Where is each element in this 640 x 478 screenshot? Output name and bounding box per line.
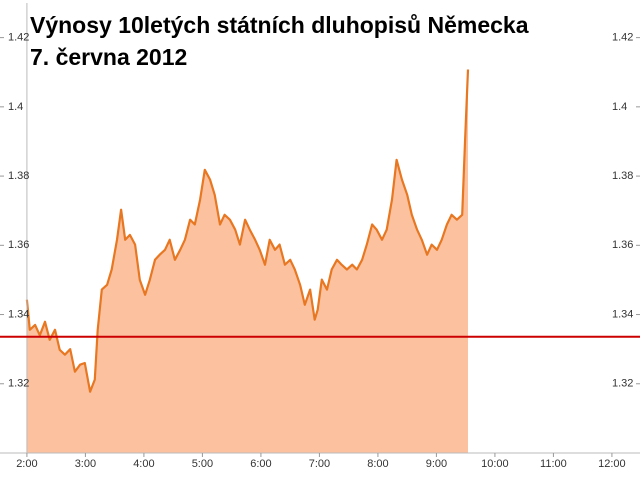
y-tick-label-right: 1.38: [612, 170, 633, 182]
x-tick-label: 12:00: [598, 458, 626, 470]
x-tick-label: 4:00: [133, 458, 154, 470]
x-tick-label: 3:00: [75, 458, 96, 470]
y-tick-label-right: 1.32: [612, 378, 633, 390]
y-tick-label: 1.32: [8, 378, 29, 390]
x-tick-label: 8:00: [367, 458, 388, 470]
y-tick-label-right: 1.42: [612, 32, 633, 44]
area-fill: [26, 69, 469, 453]
y-tick-label-right: 1.34: [612, 308, 633, 320]
plot-area: 1.32 1.32 1.34 1.34 1.36 1.36 1.38 1.38 1.4 1.4 1.…: [0, 3, 640, 470]
x-tick-label: 11:00: [540, 458, 567, 470]
chart-title: 7. června 2012: [30, 44, 187, 70]
y-tick-label: 1.4: [8, 101, 23, 113]
y-tick-label-right: 1.4: [612, 101, 627, 113]
x-tick-label: 10:00: [481, 458, 509, 470]
y-tick-label: 1.42: [8, 32, 29, 44]
y-tick-label-right: 1.36: [612, 239, 633, 251]
chart-title: Výnosy 10letých státních dluhopisů Němec…: [30, 12, 529, 38]
x-tick-label: 5:00: [192, 458, 213, 470]
x-tick-label: 9:00: [426, 458, 447, 470]
line: [25, 69, 470, 393]
x-tick-label: 6:00: [250, 458, 271, 470]
x-tick-label: 2:00: [16, 458, 37, 470]
y-tick-label: 1.38: [8, 170, 29, 182]
y-tick-label: 1.36: [8, 239, 29, 251]
x-tick-label: 7:00: [309, 458, 330, 470]
y-tick-label: 1.34: [8, 308, 29, 320]
